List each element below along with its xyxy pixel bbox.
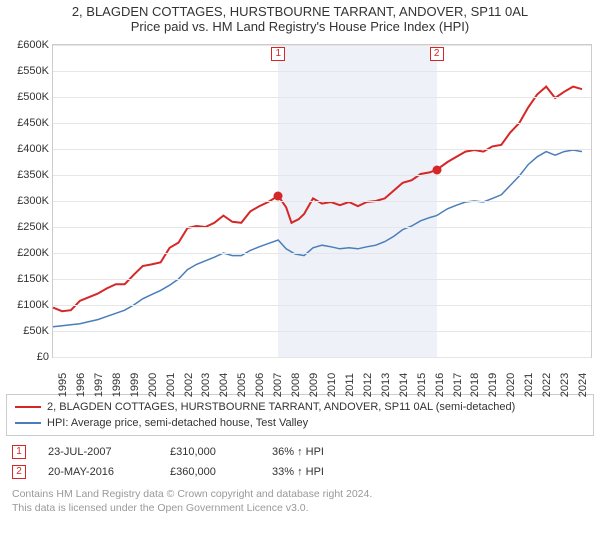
sale-date: 20-MAY-2016 (48, 466, 148, 478)
gridline (53, 201, 591, 202)
x-tick-label: 2002 (179, 373, 195, 397)
x-tick-label: 2023 (555, 373, 571, 397)
x-tick-label: 1996 (71, 373, 87, 397)
x-tick-label: 2022 (537, 373, 553, 397)
footer-line1: Contains HM Land Registry data © Crown c… (12, 488, 594, 502)
title-block: 2, BLAGDEN COTTAGES, HURSTBOURNE TARRANT… (6, 4, 594, 34)
sale-marker-box: 1 (271, 47, 285, 61)
sale-date: 23-JUL-2007 (48, 446, 148, 458)
chart-container: 2, BLAGDEN COTTAGES, HURSTBOURNE TARRANT… (0, 0, 600, 560)
series-hpi (53, 150, 582, 327)
legend-label-property: 2, BLAGDEN COTTAGES, HURSTBOURNE TARRANT… (47, 401, 515, 413)
gridline (53, 357, 591, 358)
x-tick-label: 2009 (304, 373, 320, 397)
y-tick-label: £300K (17, 195, 53, 207)
x-tick-label: 2016 (430, 373, 446, 397)
series-property (53, 87, 582, 312)
x-tick-label: 2001 (161, 373, 177, 397)
sales-table: 1 23-JUL-2007 £310,000 36% ↑ HPI 2 20-MA… (6, 442, 594, 482)
sale-price: £310,000 (170, 446, 250, 458)
y-tick-label: £500K (17, 91, 53, 103)
y-tick-label: £550K (17, 65, 53, 77)
x-tick-label: 2007 (268, 373, 284, 397)
sale-price: £360,000 (170, 466, 250, 478)
gridline (53, 279, 591, 280)
y-tick-label: £350K (17, 169, 53, 181)
y-tick-label: £100K (17, 299, 53, 311)
gridline (53, 97, 591, 98)
footer: Contains HM Land Registry data © Crown c… (6, 488, 594, 515)
x-tick-label: 2003 (196, 373, 212, 397)
gridline (53, 305, 591, 306)
gridline (53, 175, 591, 176)
y-tick-label: £0 (37, 351, 53, 363)
legend: 2, BLAGDEN COTTAGES, HURSTBOURNE TARRANT… (6, 394, 594, 436)
y-tick-label: £250K (17, 221, 53, 233)
legend-swatch-property (15, 406, 41, 408)
legend-swatch-hpi (15, 422, 41, 424)
gridline (53, 253, 591, 254)
x-tick-label: 2008 (286, 373, 302, 397)
legend-label-hpi: HPI: Average price, semi-detached house,… (47, 417, 308, 429)
x-tick-label: 1997 (89, 373, 105, 397)
x-tick-label: 2024 (573, 373, 589, 397)
x-tick-label: 2004 (214, 373, 230, 397)
x-tick-label: 1998 (107, 373, 123, 397)
x-tick-label: 2011 (340, 373, 356, 397)
x-tick-label: 1995 (53, 373, 69, 397)
x-tick-label: 2000 (143, 373, 159, 397)
x-tick-label: 2006 (250, 373, 266, 397)
gridline (53, 71, 591, 72)
sale-marker-2: 2 (12, 465, 26, 479)
y-tick-label: £400K (17, 143, 53, 155)
sale-marker-1: 1 (12, 445, 26, 459)
gridline (53, 149, 591, 150)
y-tick-label: £150K (17, 273, 53, 285)
gridline (53, 331, 591, 332)
gridline (53, 45, 591, 46)
legend-item-hpi: HPI: Average price, semi-detached house,… (15, 415, 585, 431)
gridline (53, 123, 591, 124)
x-tick-label: 2005 (232, 373, 248, 397)
y-tick-label: £50K (23, 325, 53, 337)
x-tick-label: 2012 (358, 373, 374, 397)
x-tick-label: 2010 (322, 373, 338, 397)
sale-delta: 33% ↑ HPI (272, 466, 392, 478)
sale-row: 1 23-JUL-2007 £310,000 36% ↑ HPI (6, 442, 594, 462)
y-tick-label: £600K (17, 39, 53, 51)
footer-line2: This data is licensed under the Open Gov… (12, 502, 594, 516)
x-tick-label: 2015 (412, 373, 428, 397)
chart-area: £0 £50K £100K £150K £200K £250K £300K £350K £400… (6, 38, 594, 390)
plot-area: £0£50K£100K£150K£200K£250K£300K£350K£400… (52, 44, 592, 358)
title-address: 2, BLAGDEN COTTAGES, HURSTBOURNE TARRANT… (6, 4, 594, 19)
legend-item-property: 2, BLAGDEN COTTAGES, HURSTBOURNE TARRANT… (15, 399, 585, 415)
x-tick-label: 2019 (483, 373, 499, 397)
y-tick-label: £200K (17, 247, 53, 259)
y-tick-label: £450K (17, 117, 53, 129)
sale-marker-dot (274, 191, 283, 200)
x-tick-label: 1999 (125, 373, 141, 397)
sale-marker-box: 2 (430, 47, 444, 61)
sale-marker-dot (432, 165, 441, 174)
x-tick-label: 2014 (394, 373, 410, 397)
x-tick-label: 2020 (501, 373, 517, 397)
gridline (53, 227, 591, 228)
sale-delta: 36% ↑ HPI (272, 446, 392, 458)
x-tick-label: 2017 (448, 373, 464, 397)
sale-row: 2 20-MAY-2016 £360,000 33% ↑ HPI (6, 462, 594, 482)
x-tick-label: 2018 (465, 373, 481, 397)
title-subtitle: Price paid vs. HM Land Registry's House … (6, 19, 594, 34)
x-tick-label: 2013 (376, 373, 392, 397)
x-tick-label: 2021 (519, 373, 535, 397)
